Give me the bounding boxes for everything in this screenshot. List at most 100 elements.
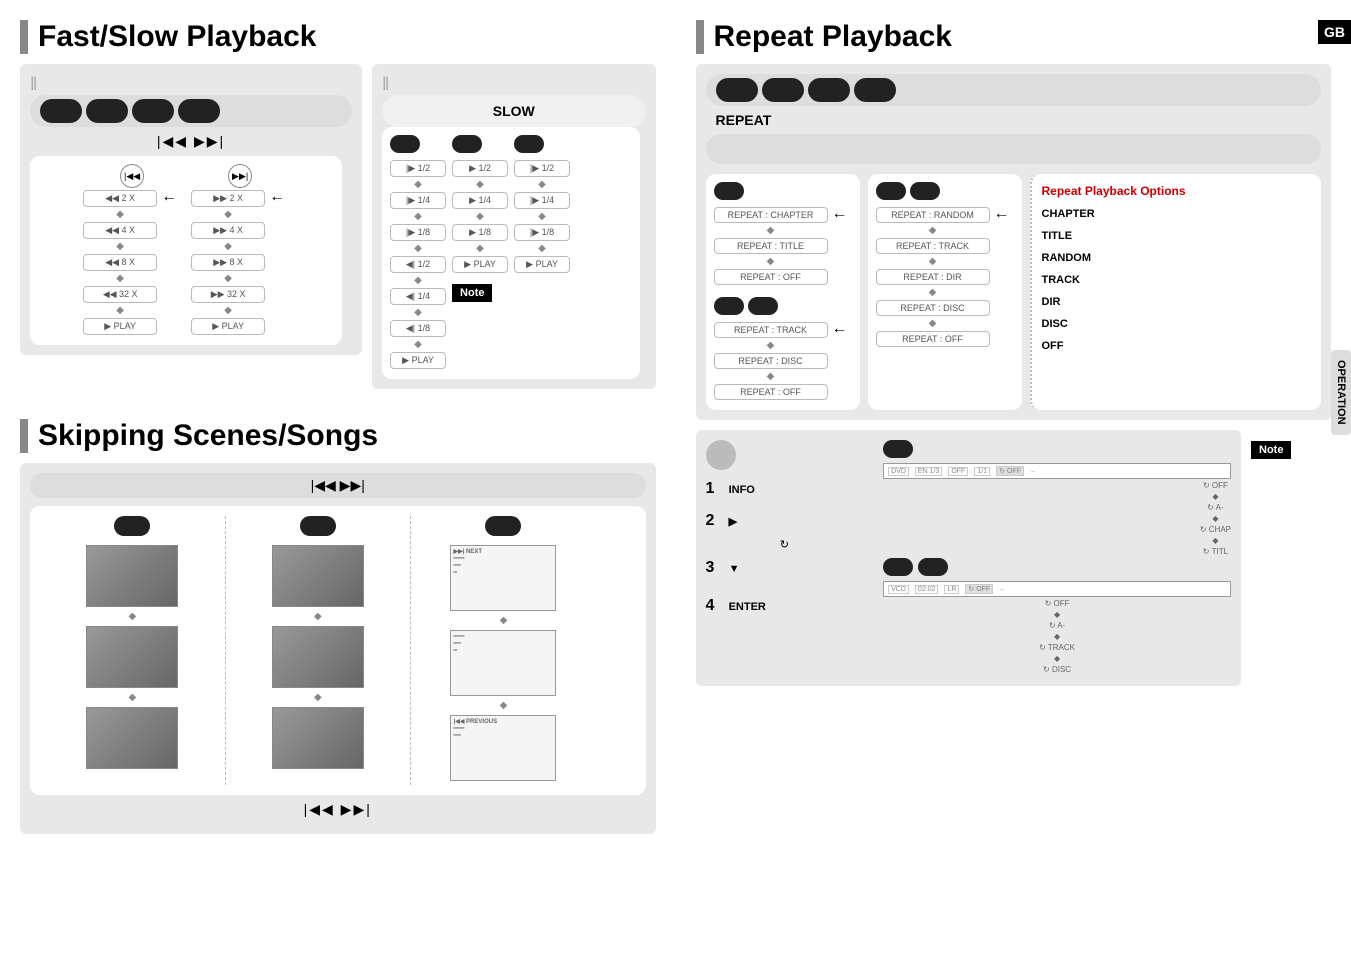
- osd-previews: DVD EN 1/3 OFF 1/1 ↻ OFF ← ↻ OFF ◆ ↻ A-: [883, 440, 1231, 676]
- skip-col-2: ◆ ◆: [226, 516, 412, 785]
- thumbnail: [86, 626, 178, 688]
- disc-badge: [132, 99, 174, 123]
- osd-step: ↻ OFF: [1039, 599, 1075, 608]
- step: ▶▶ 4 X: [191, 222, 265, 239]
- step: ◀| 1/4: [390, 288, 446, 305]
- repeat-flow-1: REPEAT : CHAPTER ◆ REPEAT : TITLE ◆ REPE…: [706, 174, 860, 410]
- step: REPEAT : RANDOM: [876, 207, 990, 223]
- slow-panel: ‖ SLOW |▶ 1/2 ◆ |▶ 1/4 ◆ |▶ 1/8 ◆ ◀| 1/2…: [372, 64, 655, 389]
- fast-disc-row: [30, 95, 352, 127]
- opt-item: DIR: [1042, 296, 1312, 308]
- step: REPEAT : DISC: [714, 353, 828, 369]
- disc-badge: [748, 297, 778, 315]
- disc-badge: [300, 516, 336, 536]
- info-panel: 1 INFO 2 ▶ ↻ 3 ▼ 4 ENTER DVD EN 1/3 OFF …: [696, 430, 1242, 686]
- step: ◀◀ 8 X: [83, 254, 157, 271]
- step: REPEAT : OFF: [876, 331, 990, 347]
- disc-badge: [716, 78, 758, 102]
- disc-badge: [876, 182, 906, 200]
- skip-content: ◆ ◆ ◆ ◆ ▶▶| NEXT━━━━━━ ◆ ━━: [30, 506, 646, 795]
- thumbnail: [272, 626, 364, 688]
- step: |▶ 1/2: [390, 160, 446, 177]
- fast-panel: ‖ |◀◀ ▶▶| |◀◀ ◀◀ 2 X ◆: [20, 64, 362, 355]
- skip-icons: |◀◀ ▶▶|: [30, 127, 352, 156]
- note-badge: Note: [452, 284, 492, 302]
- step: REPEAT : TRACK: [876, 238, 990, 254]
- disc-badge: [714, 182, 744, 200]
- skip-col-1: ◆ ◆: [40, 516, 226, 785]
- options-box: Repeat Playback Options CHAPTER TITLE RA…: [1030, 174, 1322, 410]
- step: ▶ 1/4: [452, 192, 508, 209]
- arrow-down-icon: ◆: [83, 209, 157, 220]
- skip-col-3: ▶▶| NEXT━━━━━━ ◆ ━━━━━━ ◆ |◀◀ PREVIOUS━━…: [411, 516, 596, 785]
- osd-step: ↻ DISC: [1039, 665, 1075, 674]
- skipping-panel: |◀◀ ▶▶| ◆ ◆ ◆ ◆: [20, 463, 656, 834]
- disc-badge: [178, 99, 220, 123]
- left-column: Fast/Slow Playback ‖ |◀◀ ▶▶| |◀◀: [20, 20, 656, 844]
- options-title: Repeat Playback Options: [1042, 184, 1312, 198]
- step: ▶ PLAY: [191, 318, 265, 335]
- arrow-down-icon: ◆: [83, 241, 157, 252]
- note-badge: Note: [1251, 441, 1291, 459]
- opt-item: TRACK: [1042, 274, 1312, 286]
- disc-badge: [452, 135, 482, 153]
- osd-bar: DVD EN 1/3 OFF 1/1 ↻ OFF ←: [883, 463, 1231, 479]
- skip-disc-row: |◀◀ ▶▶|: [30, 473, 646, 498]
- disc-badge: [390, 135, 420, 153]
- disc-badge: [485, 516, 521, 536]
- disc-badge: [910, 182, 940, 200]
- repeat-title: Repeat Playback: [696, 20, 1332, 54]
- disc-badge: [883, 558, 913, 576]
- step: ◀◀ 2 X: [83, 190, 157, 207]
- page-root: Fast/Slow Playback ‖ |◀◀ ▶▶| |◀◀: [20, 20, 1331, 844]
- rewind-icon[interactable]: |◀◀: [120, 164, 144, 188]
- info-steps-list: 1 INFO 2 ▶ ↻ 3 ▼ 4 ENTER: [706, 440, 864, 676]
- repeat-panel: REPEAT REPEAT : CHAPTER ◆ REPEAT : TITLE…: [696, 64, 1332, 420]
- thumbnail: [272, 707, 364, 769]
- opt-item: OFF: [1042, 340, 1312, 352]
- opt-item: RANDOM: [1042, 252, 1312, 264]
- step: |▶ 1/8: [514, 224, 570, 241]
- step: ▶▶ 8 X: [191, 254, 265, 271]
- loop-arrow-icon: ←: [161, 188, 177, 206]
- osd-step: ↻ OFF: [1200, 481, 1231, 490]
- osd-step: ↻ A-: [1039, 621, 1075, 630]
- mini-menu: ▶▶| NEXT━━━━━━: [450, 545, 556, 611]
- skip-bottom-icons: |◀◀ ▶▶|: [30, 795, 646, 824]
- step: ◀| 1/8: [390, 320, 446, 337]
- step: ▶ 1/2: [452, 160, 508, 177]
- repeat-icon: ↻: [780, 539, 789, 551]
- repeat-flow-2: REPEAT : RANDOM ◆ REPEAT : TRACK ◆ REPEA…: [868, 174, 1022, 410]
- step: |▶ 1/2: [514, 160, 570, 177]
- arrow-down-icon: ◆: [191, 241, 265, 252]
- step: |▶ 1/4: [514, 192, 570, 209]
- step: REPEAT : CHAPTER: [714, 207, 828, 223]
- slow-label: SLOW: [392, 99, 635, 123]
- step: ▶ PLAY: [390, 352, 446, 369]
- loop-arrow-icon: ←: [832, 205, 848, 287]
- step: REPEAT : OFF: [714, 384, 828, 400]
- disc-badge: [762, 78, 804, 102]
- osd-step: ↻ A-: [1200, 503, 1231, 512]
- operation-tab: OPERATION: [1331, 350, 1351, 435]
- step: |▶ 1/4: [390, 192, 446, 209]
- disc-badge: [40, 99, 82, 123]
- right-column: Repeat Playback OPERATION REPEAT REPEAT …: [696, 20, 1332, 844]
- loop-arrow-icon: ←: [994, 205, 1010, 349]
- fast-flow: |◀◀ ◀◀ 2 X ◆ ◀◀ 4 X ◆ ◀◀ 8 X ◆ ◀◀ 32 X ◆: [30, 156, 342, 345]
- disc-badge: [854, 78, 896, 102]
- forward-icon[interactable]: ▶▶|: [228, 164, 252, 188]
- skipping-title: Skipping Scenes/Songs: [20, 419, 656, 453]
- disc-badge: [883, 440, 913, 458]
- opt-item: TITLE: [1042, 230, 1312, 242]
- arrow-down-icon: ◆: [191, 305, 265, 316]
- remote-button-icon[interactable]: [706, 440, 736, 470]
- step: REPEAT : TRACK: [714, 322, 828, 338]
- loop-arrow-icon: ←: [269, 188, 285, 206]
- osd-step: ↻ TRACK: [1039, 643, 1075, 652]
- step: ▶▶ 2 X: [191, 190, 265, 207]
- arrow-down-icon: ◆: [191, 273, 265, 284]
- slow-flow: |▶ 1/2 ◆ |▶ 1/4 ◆ |▶ 1/8 ◆ ◀| 1/2 ◆ ◀| 1…: [382, 127, 640, 379]
- opt-item: CHAPTER: [1042, 208, 1312, 220]
- skip-icons: |◀◀ ▶▶|: [40, 477, 636, 494]
